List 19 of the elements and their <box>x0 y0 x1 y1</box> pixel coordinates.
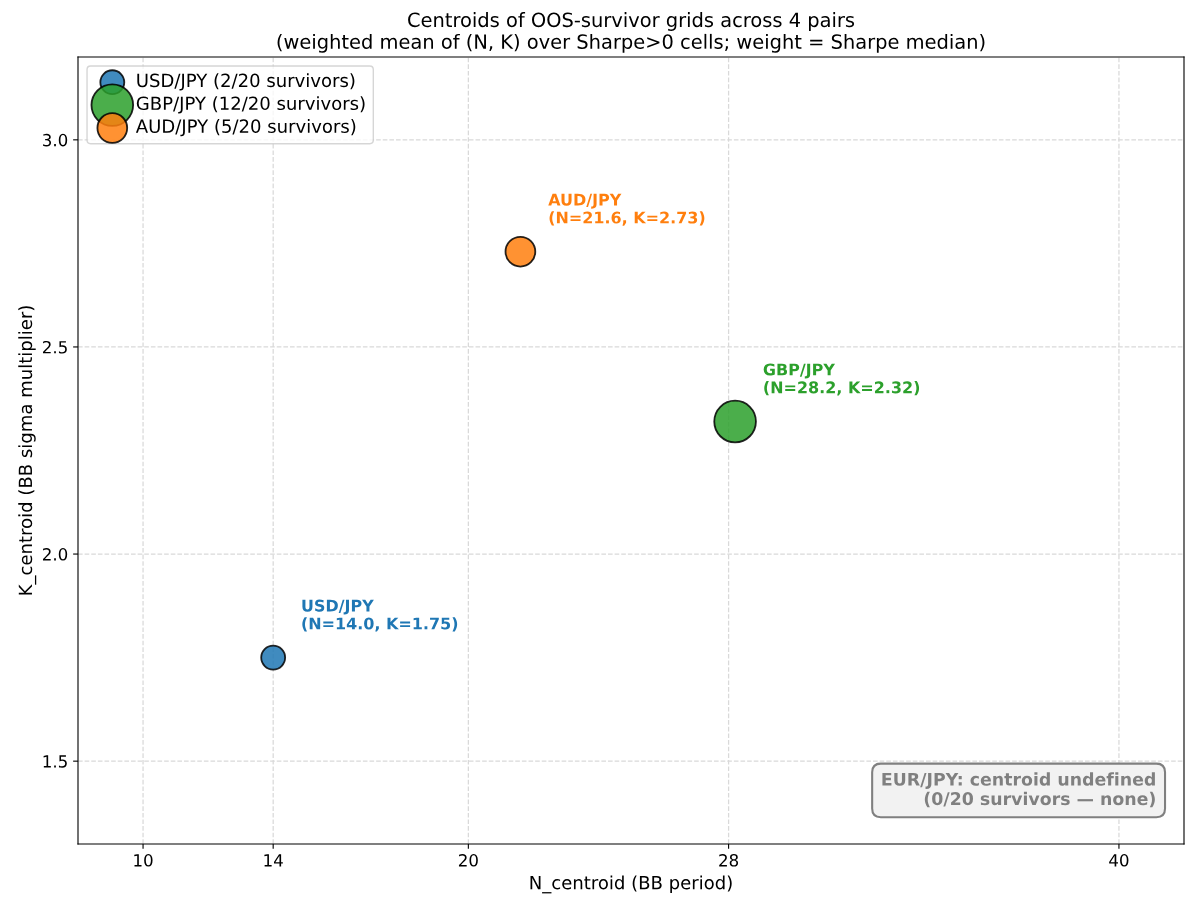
x-tick-label: 10 <box>134 854 153 867</box>
legend-label: GBP/JPY (12/20 survivors) <box>136 96 365 114</box>
x-tick-label: 20 <box>458 854 478 867</box>
y-tick-label: 1.5 <box>43 755 67 768</box>
annotation: AUD/JPY (N=21.6, K=2.73) <box>548 193 705 226</box>
legend-label: USD/JPY (2/20 survivors) <box>137 73 355 91</box>
annotation: GBP/JPY (N=28.2, K=2.32) <box>763 363 920 396</box>
x-tick-label: 28 <box>719 854 739 867</box>
legend-label: AUD/JPY (5/20 survivors) <box>135 119 356 137</box>
x-tick-label: 40 <box>1109 854 1129 867</box>
x-axis-title: N_centroid (BB period) <box>530 875 732 894</box>
y-tick-label: 2.5 <box>42 340 67 354</box>
annotation: USD/JPY (N=14.0, K=1.75) <box>302 599 458 632</box>
annotation: EUR/JPY: centroid undefined (0/20 survivors — none) <box>882 772 1155 808</box>
x-tick-label: 14 <box>264 854 283 867</box>
chart-title: Centroids of OOS-survivor grids across 4 pairs (weighted mean of (N, K) over Sharpe>0 cells; weight = Sharpe median) <box>277 12 985 53</box>
y-tick-label: 2.0 <box>42 548 68 561</box>
y-tick-label: 3.0 <box>43 133 68 147</box>
y-axis-title: K_centroid (BB sigma multiplier) <box>18 306 37 595</box>
